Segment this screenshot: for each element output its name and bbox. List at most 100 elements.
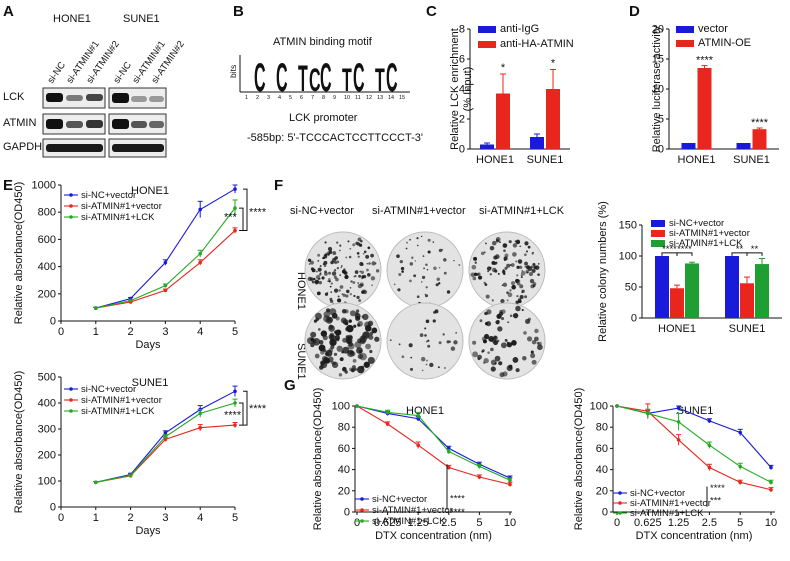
x-tick-label: 4: [197, 512, 203, 524]
motif-position-labels: 1 2 3 4 5 6 7 8 9 10 11 12 13 14 15: [245, 95, 405, 101]
motif-letter: T: [342, 63, 352, 98]
colony-dot: [526, 336, 533, 342]
colony-dot: [530, 265, 534, 269]
significance-label: ****: [710, 483, 725, 494]
colony-dot: [425, 286, 428, 289]
x-tick-label: 0: [354, 517, 360, 529]
colony-dot: [356, 252, 360, 255]
colony-dot: [317, 267, 322, 272]
significance-bracket: [239, 402, 244, 426]
colony-dot: [484, 312, 487, 315]
legend-label: anti-HA-ATMIN: [500, 38, 574, 50]
colony-dot: [361, 275, 364, 278]
colony-dot: [347, 349, 355, 358]
colony-dot: [313, 319, 318, 323]
colony-dot: [323, 315, 331, 323]
colony-dot: [409, 262, 414, 266]
colony-dot: [515, 368, 520, 373]
data-point: [128, 298, 133, 303]
x-category-label: HONE1: [476, 154, 514, 166]
colony-dot: [347, 240, 350, 243]
colony-dot: [352, 359, 357, 363]
colony-dot: [338, 289, 341, 292]
colony-dot: [502, 269, 505, 272]
x-tick-label: 0: [58, 512, 64, 524]
data-point: [738, 480, 742, 485]
series-line: [356, 405, 511, 481]
colony-dot: [315, 270, 318, 273]
bar: [681, 143, 696, 149]
colony-row-label: HONE1: [295, 272, 307, 310]
colony-dot: [339, 249, 341, 252]
colony-dot: [446, 340, 450, 344]
data-point: [508, 478, 512, 483]
colony-dot: [317, 253, 321, 257]
legend-swatch: [618, 491, 622, 495]
colony-dot: [424, 327, 427, 330]
x-tick-label: 3: [162, 512, 168, 524]
colony-dot: [481, 336, 487, 342]
data-point: [198, 207, 202, 212]
colony-dot: [421, 275, 426, 280]
colony-dot: [362, 313, 369, 321]
colony-dot: [521, 291, 524, 294]
colony-dot: [336, 345, 343, 352]
chart-g-hone1: 0 20 40 60 80 100 0 0.625 1.25 2.5 5 10 DTX concentr…: [312, 388, 516, 542]
colony-dot: [516, 265, 520, 269]
colony-plate: [386, 302, 464, 380]
y-axis-label: Relative colony numbers (%): [597, 201, 609, 342]
colony-dot: [502, 243, 508, 248]
colony-dot: [509, 289, 512, 292]
colony-dot: [371, 327, 378, 334]
bar: [752, 129, 767, 149]
colony-dot: [310, 267, 315, 271]
colony-dot: [344, 274, 349, 280]
colony-dot: [346, 324, 354, 333]
colony-dot: [471, 264, 477, 270]
motif-position: 6: [300, 95, 303, 101]
western-blot-image: [42, 87, 167, 158]
colony-dot: [366, 262, 369, 265]
colony-dot: [320, 350, 325, 355]
colony-dot: [349, 367, 353, 372]
colony-dot: [314, 280, 319, 285]
colony-dot: [426, 359, 428, 362]
colony-dot: [433, 266, 437, 270]
colony-dot: [494, 362, 497, 365]
panel-label-a: A: [3, 3, 14, 20]
colony-dot: [399, 259, 403, 264]
significance-label: ****: [450, 507, 465, 518]
colony-dot: [524, 295, 528, 299]
data-point: [233, 206, 237, 210]
colony-dot: [319, 265, 322, 267]
data-point: [646, 411, 650, 416]
colony-dot: [453, 259, 455, 262]
significance-bracket: [239, 207, 244, 232]
legend-label: si-NC+vector: [81, 190, 136, 201]
colony-dot: [438, 248, 443, 253]
colony-dot: [438, 341, 442, 345]
y-tick-label: 60: [596, 443, 608, 455]
chart-title: HONE1: [406, 405, 444, 417]
colony-dot: [318, 273, 322, 276]
colony-dot: [438, 266, 441, 269]
colony-dot: [512, 357, 519, 363]
x-tick-label: 10: [504, 517, 516, 529]
colony-dot: [472, 276, 477, 281]
colony-dot: [365, 325, 372, 332]
data-point: [707, 419, 712, 423]
colony-dot: [410, 356, 413, 359]
bar: [685, 263, 699, 318]
colony-dot: [512, 243, 518, 248]
x-tick-label: 2.5: [441, 517, 456, 529]
data-point: [707, 443, 712, 448]
bar: [755, 264, 769, 318]
colony-dot: [336, 266, 340, 270]
colony-dot: [308, 263, 311, 265]
colony-dot: [345, 294, 349, 298]
colony-dot: [367, 246, 371, 250]
significance-label: ****: [224, 409, 242, 421]
y-tick-label: 50: [625, 282, 637, 294]
data-point: [94, 480, 98, 485]
colony-dot: [479, 319, 483, 323]
